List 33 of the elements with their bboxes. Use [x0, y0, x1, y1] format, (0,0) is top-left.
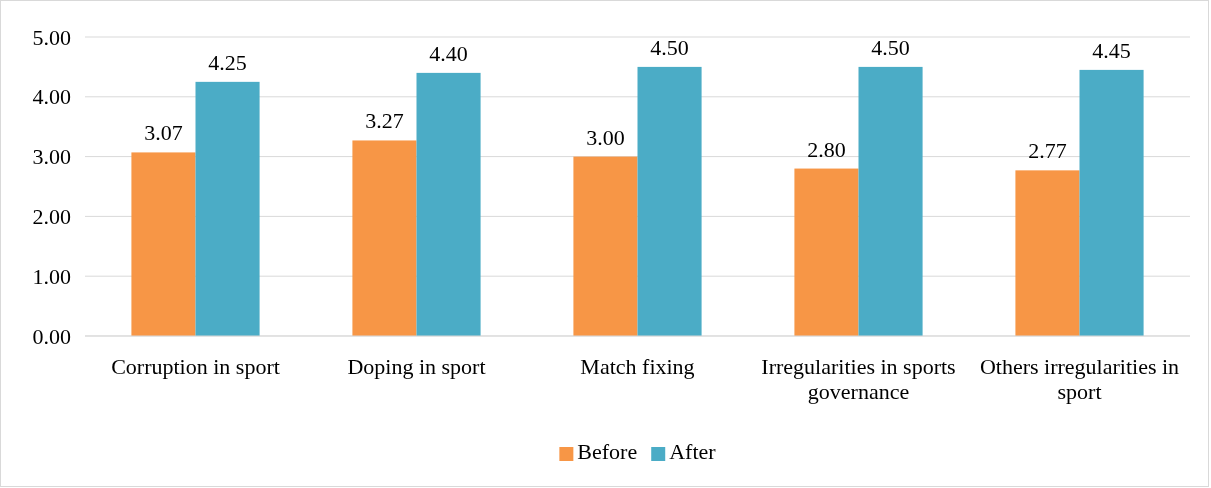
bar	[637, 66, 702, 336]
y-tick-label: 0.00	[32, 323, 71, 349]
bar	[352, 140, 417, 336]
data-label: 4.45	[1092, 37, 1131, 63]
bar	[794, 168, 859, 336]
x-tick-label: Others irregularities in sport	[979, 354, 1180, 404]
y-tick-label: 5.00	[32, 24, 71, 50]
bar	[416, 72, 481, 336]
data-label: 4.25	[208, 49, 247, 75]
x-tick-label: Corruption in sport	[111, 354, 280, 379]
bar	[131, 152, 196, 336]
y-tick-label: 3.00	[32, 144, 71, 170]
y-tick-label: 4.00	[32, 84, 71, 110]
bar	[573, 156, 638, 336]
data-label: 2.77	[1028, 138, 1067, 164]
data-label: 4.50	[871, 34, 910, 60]
legend-label: Before	[577, 439, 638, 464]
bar	[195, 81, 260, 336]
data-label: 2.80	[807, 136, 846, 162]
bar	[858, 66, 923, 336]
bar	[1015, 170, 1080, 336]
x-tick-label: Irregularities in sports governance	[761, 354, 956, 404]
data-label: 3.00	[586, 124, 625, 150]
y-tick-label: 1.00	[32, 263, 71, 289]
y-tick-label: 2.00	[32, 203, 71, 229]
legend-label: After	[669, 439, 717, 464]
data-label: 4.50	[650, 34, 689, 60]
x-tick-label: Match fixing	[580, 354, 695, 379]
data-label: 3.27	[365, 108, 404, 134]
data-label: 3.07	[144, 120, 183, 146]
bar	[1079, 69, 1144, 336]
x-tick-label: Doping in sport	[347, 354, 486, 379]
data-label: 4.40	[429, 40, 468, 66]
